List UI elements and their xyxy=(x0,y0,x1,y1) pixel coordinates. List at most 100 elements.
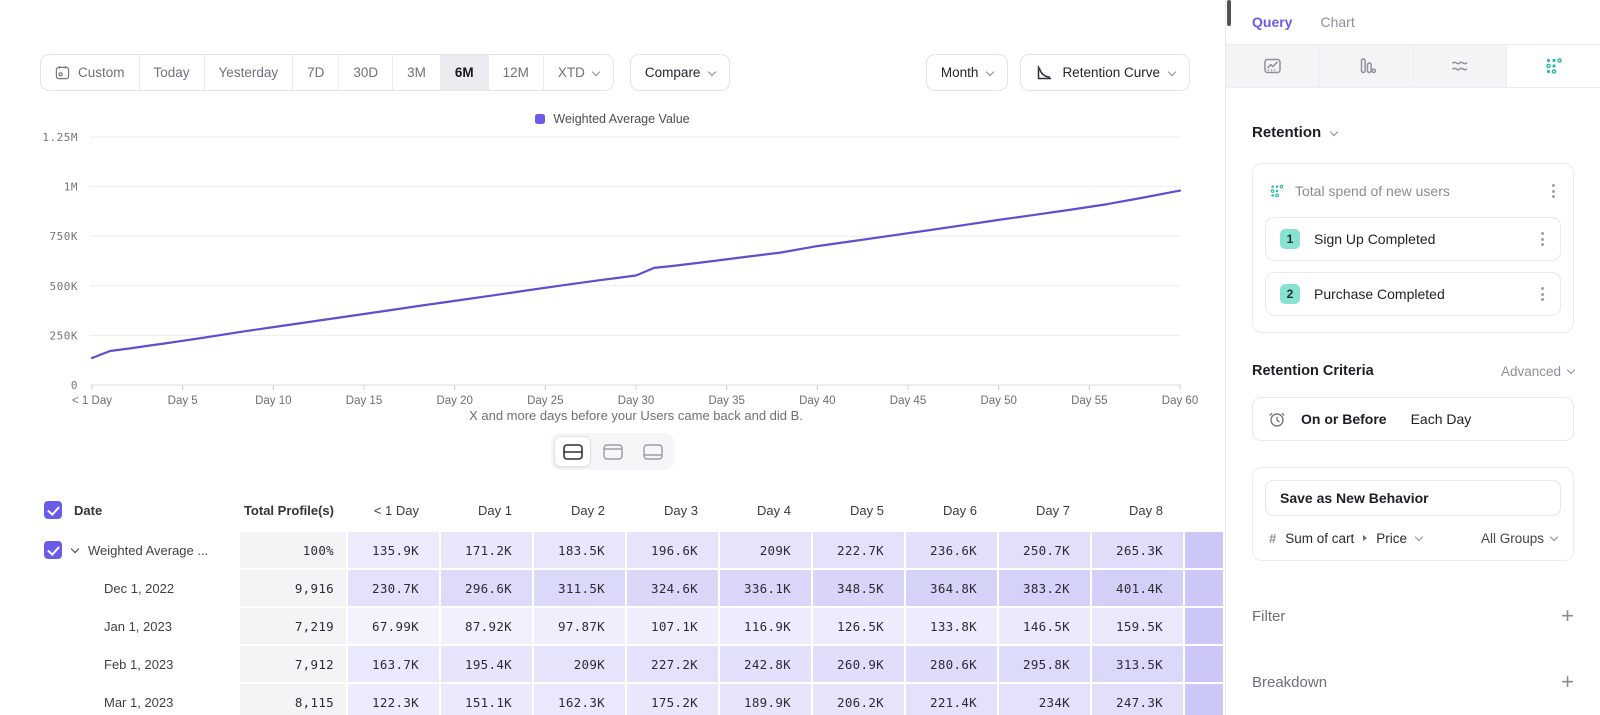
tab-query[interactable]: Query xyxy=(1252,0,1292,44)
range-today[interactable]: Today xyxy=(140,55,205,90)
retention-table: DateTotal Profile(s)< 1 DayDay 1Day 2Day… xyxy=(0,490,1225,715)
cell-value: 230.7K xyxy=(348,570,439,606)
range-custom[interactable]: Custom xyxy=(41,55,140,90)
section-retention[interactable]: Retention xyxy=(1252,124,1574,141)
metric-subproperty[interactable]: Price xyxy=(1376,531,1407,546)
cell-value: 313.5K xyxy=(1092,646,1183,682)
svg-text:Day 55: Day 55 xyxy=(1071,395,1107,407)
cell-value: 234K xyxy=(999,684,1090,715)
compare-button[interactable]: Compare xyxy=(630,54,731,91)
cell-value: 221.4K xyxy=(906,684,997,715)
cell-value: 162.3K xyxy=(534,684,625,715)
cell-value: 159.5K xyxy=(1092,608,1183,644)
x-axis-caption: X and more days before your Users came b… xyxy=(92,408,1180,423)
criteria-condition[interactable]: On or Before xyxy=(1301,411,1387,427)
expand-row-icon[interactable] xyxy=(71,545,79,553)
behavior-header[interactable]: Total spend of new users xyxy=(1265,176,1561,206)
cell-overflow xyxy=(1185,646,1223,682)
kebab-menu-icon[interactable] xyxy=(1539,285,1546,303)
save-as-new-behavior-button[interactable]: Save as New Behavior xyxy=(1265,480,1561,516)
criteria-window[interactable]: Each Day xyxy=(1411,411,1472,427)
panel-tabs: Query Chart xyxy=(1226,0,1600,44)
report-main-area: CustomTodayYesterday7D30D3M6M12MXTD Comp… xyxy=(0,0,1225,715)
svg-text:Day 10: Day 10 xyxy=(255,395,291,407)
row-label[interactable]: Feb 1, 2023 xyxy=(0,646,238,682)
breakdown-label: Breakdown xyxy=(1252,674,1327,691)
granularity-button[interactable]: Month xyxy=(926,54,1009,91)
range-6m[interactable]: 6M xyxy=(441,55,489,90)
metric-row: # Sum of cart Price All Groups xyxy=(1265,516,1561,560)
row-label[interactable]: Jan 1, 2023 xyxy=(0,608,238,644)
row-label[interactable]: Dec 1, 2022 xyxy=(0,570,238,606)
range-yesterday[interactable]: Yesterday xyxy=(205,55,294,90)
behavior-step[interactable]: 2Purchase Completed xyxy=(1265,272,1561,316)
range-xtd[interactable]: XTD xyxy=(544,55,613,90)
criteria-mode-dropdown[interactable]: Advanced xyxy=(1501,364,1574,379)
split-layout-icon xyxy=(563,444,583,460)
header-day: < 1 Day xyxy=(348,490,439,530)
caret-right-icon xyxy=(1363,535,1367,541)
header-day: Day 7 xyxy=(999,490,1090,530)
svg-text:< 1 Day: < 1 Day xyxy=(72,395,112,407)
cell-value: 242.8K xyxy=(720,646,811,682)
cell-value: 133.8K xyxy=(906,608,997,644)
behavior-step[interactable]: 1Sign Up Completed xyxy=(1265,217,1561,261)
behavior-card: Total spend of new users 1Sign Up Comple… xyxy=(1252,163,1574,333)
table-only-view-button[interactable] xyxy=(634,436,671,467)
cell-value: 146.5K xyxy=(999,608,1090,644)
cell-total: 100% xyxy=(240,532,346,568)
cell-value: 171.2K xyxy=(441,532,532,568)
header-day: Day 5 xyxy=(813,490,904,530)
split-view-button[interactable] xyxy=(554,436,591,467)
chart-only-view-button[interactable] xyxy=(594,436,631,467)
range-30d[interactable]: 30D xyxy=(339,55,393,90)
range-7d[interactable]: 7D xyxy=(293,55,339,90)
compare-label: Compare xyxy=(645,65,701,80)
row-checkbox[interactable] xyxy=(44,541,62,559)
tab-retention[interactable] xyxy=(1507,45,1600,87)
cell-value: 126.5K xyxy=(813,608,904,644)
groups-dropdown[interactable]: All Groups xyxy=(1481,531,1557,546)
cell-value: 324.6K xyxy=(627,570,718,606)
cell-value: 265.3K xyxy=(1092,532,1183,568)
cell-value: 311.5K xyxy=(534,570,625,606)
cell-value: 87.92K xyxy=(441,608,532,644)
cell-value: 236.6K xyxy=(906,532,997,568)
chart-type-button[interactable]: Retention Curve xyxy=(1020,54,1190,91)
cell-value: 183.5K xyxy=(534,532,625,568)
cell-value: 97.87K xyxy=(534,608,625,644)
cell-total: 7,219 xyxy=(240,608,346,644)
metric-property[interactable]: Sum of cart xyxy=(1285,531,1354,546)
breakdown-section: Breakdown + xyxy=(1252,671,1574,693)
range-12m[interactable]: 12M xyxy=(489,55,544,90)
svg-text:Day 25: Day 25 xyxy=(527,395,563,407)
add-filter-button[interactable]: + xyxy=(1561,605,1574,627)
row-label[interactable]: Mar 1, 2023 xyxy=(0,684,238,715)
cell-value: 222.7K xyxy=(813,532,904,568)
header-date: Date xyxy=(0,490,238,530)
chevron-down-icon xyxy=(592,67,600,75)
row-label[interactable]: Weighted Average ... xyxy=(0,532,238,568)
svg-text:Day 35: Day 35 xyxy=(708,395,744,407)
criteria-condition-row[interactable]: On or Before Each Day xyxy=(1252,397,1574,441)
svg-text:1M: 1M xyxy=(64,181,78,194)
add-breakdown-button[interactable]: + xyxy=(1561,671,1574,693)
step-number-badge: 2 xyxy=(1280,284,1300,304)
tab-flows[interactable] xyxy=(1414,45,1508,87)
cell-value: 247.3K xyxy=(1092,684,1183,715)
kebab-menu-icon[interactable] xyxy=(1550,182,1557,200)
number-property-icon: # xyxy=(1269,531,1276,546)
tab-insights[interactable] xyxy=(1226,45,1320,87)
metric-card: Save as New Behavior # Sum of cart Price… xyxy=(1252,467,1574,561)
toolbar-right-group: Month Retention Curve xyxy=(926,54,1190,91)
tab-chart[interactable]: Chart xyxy=(1320,0,1354,44)
tab-funnels[interactable] xyxy=(1320,45,1414,87)
cell-value: 107.1K xyxy=(627,608,718,644)
flows-icon xyxy=(1449,56,1471,76)
cell-value: 163.7K xyxy=(348,646,439,682)
behavior-steps: 1Sign Up Completed 2Purchase Completed xyxy=(1265,217,1561,316)
cell-value: 364.8K xyxy=(906,570,997,606)
range-3m[interactable]: 3M xyxy=(393,55,441,90)
kebab-menu-icon[interactable] xyxy=(1539,230,1546,248)
row-checkbox[interactable] xyxy=(44,501,62,519)
